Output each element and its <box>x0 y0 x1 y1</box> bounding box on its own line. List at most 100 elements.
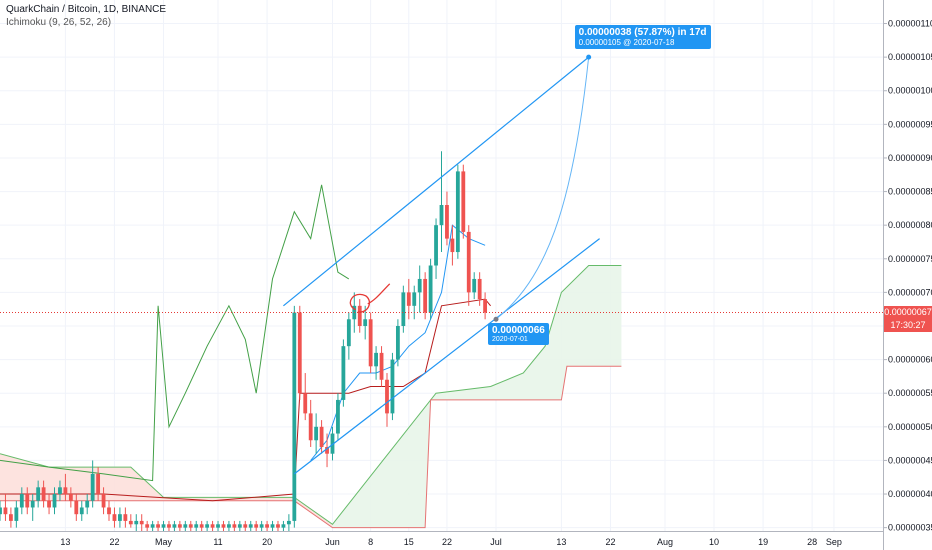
candle-body <box>461 171 466 232</box>
channel-lower-line <box>293 238 600 475</box>
candle-body <box>450 238 455 253</box>
candle-body <box>68 494 73 501</box>
symbol-legend: QuarkChain / Bitcoin, 1D, BINANCE <box>6 4 167 15</box>
candle-body <box>439 205 444 226</box>
candle-body <box>330 433 335 454</box>
projection-target-dot <box>586 54 592 60</box>
conversion-line <box>310 224 486 461</box>
projection-main-text: 0.00000038 (57.87%) in 17d <box>578 27 707 39</box>
candle-body <box>445 205 449 239</box>
leading-span-a <box>0 265 622 525</box>
candle-body <box>139 520 144 525</box>
candle-body <box>428 265 433 313</box>
candle-body <box>36 487 41 501</box>
candle-body <box>254 524 259 528</box>
time-axis[interactable]: 13 22 May 11 20 Jun 8 15 22 Jul 13 22 Aug 10 19 28 Sep <box>60 537 842 547</box>
candle-body <box>101 494 106 508</box>
candle-body <box>107 507 111 515</box>
time-tick-label: 19 <box>758 537 768 547</box>
candle-body <box>341 346 346 400</box>
time-tick-label: 8 <box>368 537 373 547</box>
channel-upper-line <box>283 56 590 307</box>
candlestick-series <box>0 151 488 531</box>
candle-body <box>270 524 275 528</box>
candle-body <box>216 524 220 528</box>
candle-body <box>455 171 460 253</box>
candle-body <box>0 507 2 515</box>
point-price-text: 0.00000066 <box>492 325 545 337</box>
candle-body <box>112 514 117 521</box>
price-tick-label: 0.00000045 <box>888 455 932 465</box>
candle-body <box>188 524 193 528</box>
price-tick-label: 0.00000100 <box>888 86 932 96</box>
candle-body <box>85 500 90 508</box>
candle-body <box>276 524 280 528</box>
candle-body <box>286 520 291 525</box>
candle-body <box>423 278 428 313</box>
candle-body <box>123 514 128 521</box>
candle-body <box>47 500 51 508</box>
user-drawings <box>0 54 883 475</box>
time-tick-label: 10 <box>709 537 719 547</box>
candle-body <box>8 514 13 521</box>
candle-body <box>194 524 199 528</box>
candle-body <box>14 507 19 521</box>
indicator-legend[interactable]: Ichimoku (9, 26, 52, 26) <box>6 17 112 28</box>
price-tick-label: 0.00000055 <box>888 388 932 398</box>
handdrawn-annotation <box>349 283 391 313</box>
leading-span-b <box>0 365 622 529</box>
time-tick-label: Jul <box>490 537 502 547</box>
lagging-span <box>0 184 350 482</box>
candle-body <box>172 524 177 528</box>
candle-body <box>297 312 302 394</box>
projection-measure-label[interactable]: 0.00000038 (57.87%) in 17d 0.00000105 @ … <box>574 25 711 50</box>
candle-body <box>150 524 155 528</box>
candle-body <box>374 352 379 367</box>
candle-body <box>434 225 438 266</box>
candle-body <box>259 524 264 528</box>
candle-body <box>3 507 8 515</box>
candle-body <box>19 494 24 508</box>
candle-body <box>265 524 269 528</box>
point-price-label[interactable]: 0.00000066 2020-07-01 <box>488 323 549 346</box>
candle-body <box>183 524 188 528</box>
current-price-badge: 0.00000067 <box>884 306 932 320</box>
price-tick-label: 0.00000050 <box>888 422 932 432</box>
projection-curve <box>495 57 590 320</box>
candle-body <box>477 278 482 300</box>
time-tick-label: Aug <box>657 537 673 547</box>
price-tick-label: 0.00000095 <box>888 119 932 129</box>
price-axis[interactable]: 0.00000035 0.00000040 0.00000045 0.00000050… <box>883 19 932 533</box>
time-tick-label: 22 <box>605 537 615 547</box>
candle-body <box>319 426 324 447</box>
candle-body <box>303 393 308 414</box>
time-tick-label: Sep <box>826 537 842 547</box>
candle-body <box>281 524 286 528</box>
time-tick-label: 11 <box>213 537 222 547</box>
price-tick-label: 0.00000090 <box>888 153 932 163</box>
candle-body <box>314 426 319 441</box>
candle-body <box>134 520 139 525</box>
candle-body <box>128 520 133 525</box>
candle-body <box>248 524 253 528</box>
candle-body <box>199 524 204 528</box>
time-tick-label: 15 <box>404 537 414 547</box>
candle-body <box>325 446 329 454</box>
candle-body <box>406 292 411 306</box>
candle-body <box>167 524 171 528</box>
grid-lines <box>0 0 883 531</box>
candle-body <box>395 325 400 360</box>
ichimoku-cloud <box>0 265 622 529</box>
time-tick-label: 22 <box>442 537 452 547</box>
candle-body <box>74 500 79 515</box>
candle-body <box>363 319 368 326</box>
candle-body <box>227 524 231 528</box>
candle-body <box>145 524 150 528</box>
price-tick-label: 0.00000080 <box>888 220 932 230</box>
candle-body <box>156 524 160 528</box>
cloud-bullish-fill <box>332 265 622 528</box>
candle-body <box>96 473 101 495</box>
price-tick-label: 0.00000060 <box>888 355 932 365</box>
ichimoku-lines <box>0 184 491 502</box>
